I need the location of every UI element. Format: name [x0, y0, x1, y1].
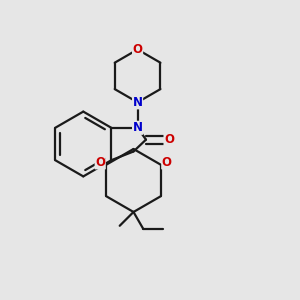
- Text: O: O: [95, 156, 105, 169]
- Text: O: O: [162, 156, 172, 169]
- Text: O: O: [133, 43, 142, 56]
- Text: N: N: [133, 96, 142, 109]
- Text: O: O: [164, 133, 174, 146]
- Text: N: N: [133, 121, 142, 134]
